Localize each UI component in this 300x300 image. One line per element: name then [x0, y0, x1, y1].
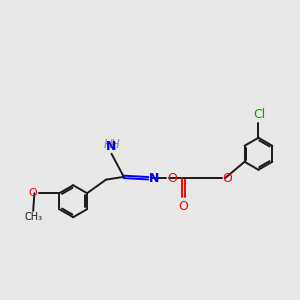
- Text: N: N: [149, 172, 160, 185]
- Text: H: H: [111, 138, 120, 151]
- Text: O: O: [28, 188, 37, 198]
- Text: O: O: [223, 172, 232, 185]
- Text: H: H: [103, 138, 112, 151]
- Text: Cl: Cl: [253, 108, 265, 121]
- Text: CH₃: CH₃: [24, 212, 42, 223]
- Text: O: O: [167, 172, 177, 185]
- Text: N: N: [106, 140, 117, 153]
- Text: O: O: [179, 200, 189, 213]
